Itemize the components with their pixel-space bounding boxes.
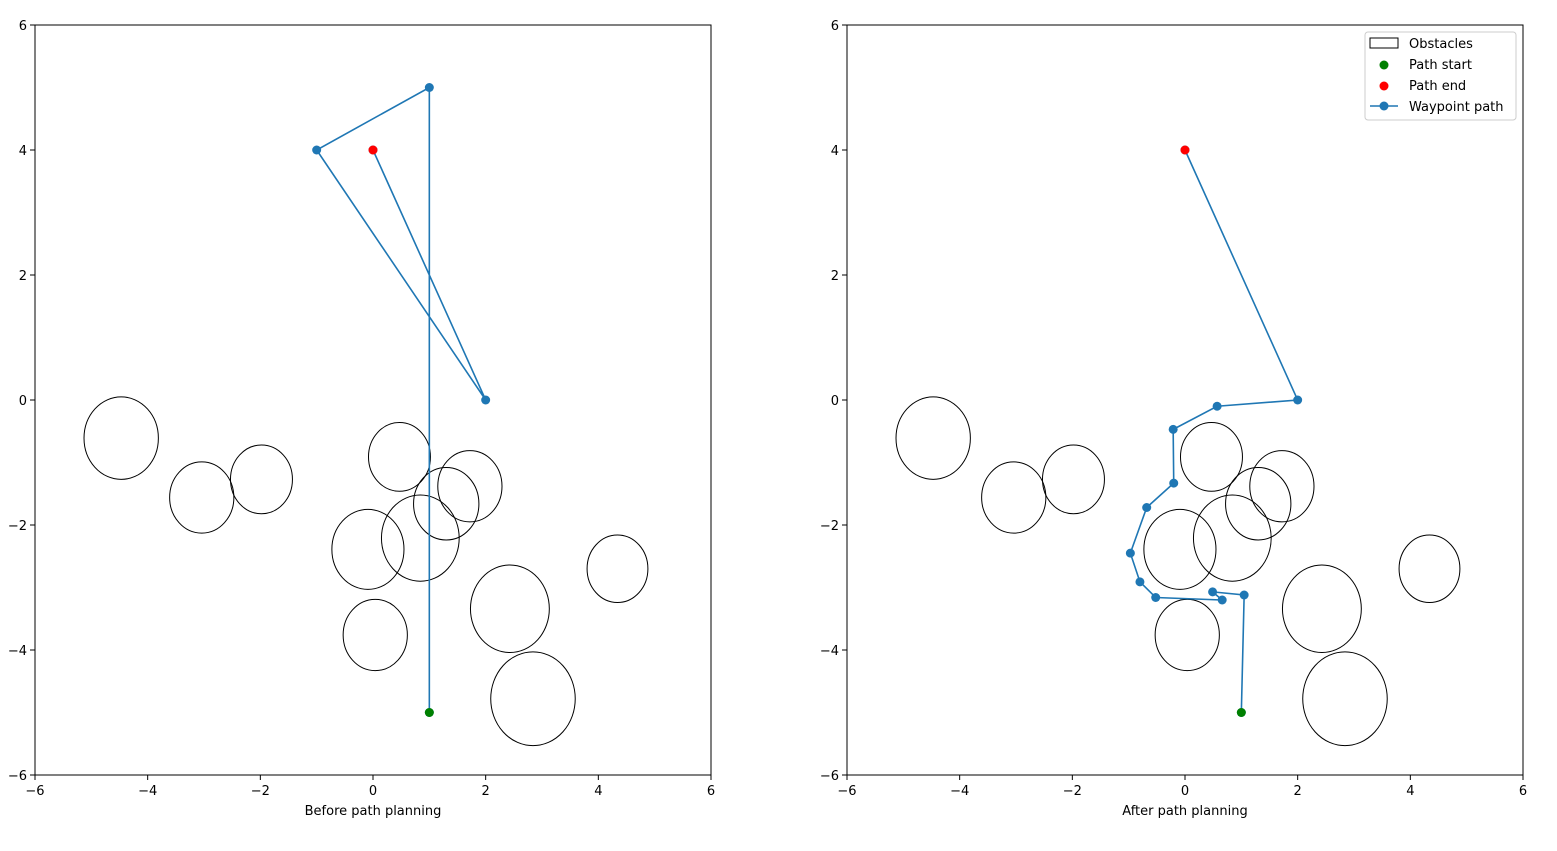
legend-label-path-start: Path start [1409,58,1472,73]
legend-start-marker [1379,60,1389,70]
y-tick-label: 6 [831,19,839,34]
obstacle-ellipse [229,444,293,515]
x-tick-label: 0 [1181,784,1189,799]
waypoint-marker [1293,395,1303,405]
waypoint-path-layer [312,83,491,717]
obstacle-ellipse [342,598,408,672]
obstacle-ellipse [490,651,576,747]
waypoint-marker [1208,587,1218,597]
obstacle-ellipse [1281,564,1362,653]
obstacle-ellipse [1249,450,1315,523]
obstacle-ellipse [367,422,431,492]
legend-label-path-end: Path end [1409,79,1466,94]
y-tick-label: 2 [19,269,27,284]
obstacle-ellipse [1041,444,1105,515]
obstacle-ellipse [469,564,550,653]
x-axis-label: Before path planning [305,804,442,819]
y-tick-label: −6 [820,769,839,784]
y-tick-label: 0 [831,394,839,409]
x-tick-labels: −6 −4 −2 0 2 4 6 [25,775,715,799]
x-tick-label: −2 [251,784,270,799]
waypoint-marker [1142,503,1152,512]
x-tick-label: −4 [138,784,157,799]
obstacle-ellipse [413,467,480,541]
x-tick-label: 4 [1406,784,1414,799]
y-tick-label: −2 [820,519,839,534]
legend: Obstacles Path start Path end Waypoint p… [1364,31,1517,121]
obstacle-ellipse [437,450,503,523]
legend-path-marker [1379,101,1389,111]
obstacle-ellipse [1179,422,1243,492]
waypoint-marker [1217,595,1227,605]
axes-frame [34,24,712,776]
obstacle-ellipse [895,396,971,480]
waypoint-marker [424,83,434,92]
y-tick-label: 4 [831,144,839,159]
y-tick-labels: −6 −4 −2 0 2 4 6 [8,19,35,784]
y-tick-label: 0 [19,394,27,409]
obstacles-layer [895,396,1461,747]
path-end-marker [1180,145,1190,155]
obstacles-layer [83,396,649,747]
obstacle-ellipse [1143,508,1217,590]
legend-label-waypoint-path: Waypoint path [1409,100,1504,115]
y-tick-label: 6 [19,19,27,34]
waypoint-marker [1135,577,1145,587]
path-end-marker [368,145,378,155]
obstacle-ellipse [331,508,405,590]
obstacle-ellipse [1302,651,1388,747]
obstacle-ellipse [586,534,649,603]
x-tick-label: 6 [707,784,715,799]
obstacle-ellipse [1192,494,1272,582]
x-tick-label: −6 [25,784,44,799]
axes-frame [846,24,1524,776]
y-tick-label: 4 [19,144,27,159]
x-axis-label: After path planning [1122,804,1247,819]
x-tick-label: 2 [1294,784,1302,799]
path-start-marker [424,708,434,717]
plot-after: −6 −4 −2 0 2 4 6 −6 −4 −2 0 2 4 6 After path plannin… [820,19,1527,819]
x-tick-label: 0 [369,784,377,799]
legend-obstacle-swatch [1369,37,1399,49]
obstacle-ellipse [1398,534,1461,603]
y-tick-label: −2 [8,519,27,534]
obstacle-ellipse [169,461,235,534]
waypoint-marker [312,145,322,155]
x-tick-labels: −6 −4 −2 0 2 4 6 [837,775,1527,799]
waypoint-marker [1239,590,1249,600]
obstacle-ellipse [380,494,460,582]
waypoint-marker [481,395,491,405]
y-tick-label: −4 [8,644,27,659]
waypoint-marker [1212,401,1222,411]
x-tick-label: −6 [837,784,856,799]
y-tick-label: −6 [8,769,27,784]
waypoint-marker [1169,478,1179,488]
x-tick-label: 2 [482,784,490,799]
x-tick-label: 4 [594,784,602,799]
waypoint-path-line [315,86,487,713]
x-tick-label: −4 [950,784,969,799]
x-tick-label: −2 [1063,784,1082,799]
obstacle-ellipse [981,461,1047,534]
plot-before: −6 −4 −2 0 2 4 6 −6 −4 −2 0 2 4 6 Before path planni… [8,19,715,819]
legend-end-marker [1379,81,1389,91]
y-tick-labels: −6 −4 −2 0 2 4 6 [820,19,847,784]
waypoint-marker [1168,424,1178,434]
y-tick-label: −4 [820,644,839,659]
legend-box [1364,31,1517,121]
y-tick-label: 2 [831,269,839,284]
x-tick-label: 6 [1519,784,1527,799]
obstacle-ellipse [1225,467,1292,541]
legend-label-obstacles: Obstacles [1409,37,1473,52]
obstacle-ellipse [1154,598,1220,672]
waypoint-marker [1125,548,1135,558]
obstacle-ellipse [83,396,159,480]
waypoint-marker [1151,593,1161,602]
waypoint-path-layer [1125,145,1303,717]
path-start-marker [1236,708,1246,717]
